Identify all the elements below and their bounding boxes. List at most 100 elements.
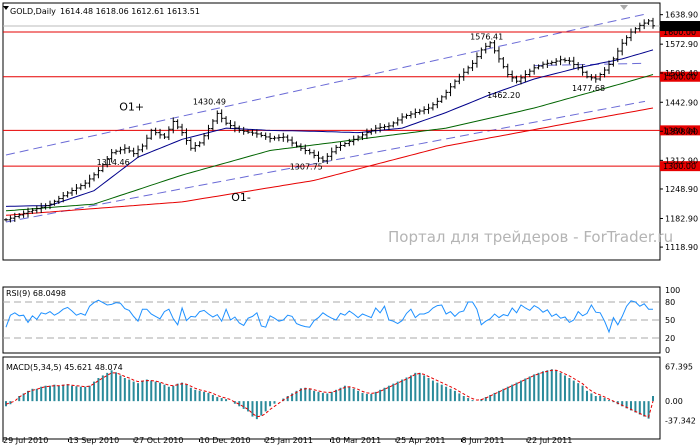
annotation-high: 1430.49 (193, 97, 226, 106)
price-bar (378, 123, 383, 133)
price-bar (290, 136, 295, 147)
macd-signal-line (5, 369, 654, 418)
price-bar (452, 79, 457, 89)
price-bar (637, 22, 642, 32)
price-bar (576, 62, 581, 71)
price-bar (430, 102, 435, 111)
price-bar (246, 129, 251, 134)
price-bar (488, 41, 493, 48)
price-bar (514, 75, 519, 84)
y-tick-label: 1182.90 (665, 214, 698, 223)
price-bar (228, 120, 233, 129)
price-bar (17, 213, 22, 219)
level-label: 1300.00 (663, 162, 696, 171)
price-bar (470, 60, 475, 72)
rsi-panel-frame (2, 286, 661, 354)
price-bar (532, 64, 537, 75)
price-bar (598, 72, 603, 81)
price-bar (237, 125, 242, 133)
price-bar (12, 212, 17, 222)
level-label: 1380.04 (663, 126, 696, 135)
price-bar (474, 52, 479, 68)
price-bar (158, 128, 163, 139)
price-bar (615, 47, 620, 63)
price-bar (620, 38, 625, 56)
price-bar (109, 148, 114, 163)
price-bar (131, 147, 136, 157)
price-bar (39, 202, 44, 213)
price-bar (558, 55, 563, 66)
price-bar (166, 126, 171, 141)
price-bar (589, 74, 594, 81)
price-bar (501, 56, 506, 69)
channel-line-upper (5, 13, 646, 156)
price-bar (369, 128, 374, 135)
price-bar (193, 142, 198, 152)
price-bar (65, 191, 70, 198)
price-bar (74, 184, 79, 195)
x-tick-label: 25 Apr 2011 (396, 436, 445, 445)
rsi-tick-label: 20 (665, 334, 675, 343)
annotation-low: 1314.46 (97, 158, 130, 167)
macd-tick-label: -37.342 (665, 416, 696, 425)
price-bar (584, 70, 589, 79)
price-bar (78, 183, 83, 191)
price-bar (312, 149, 317, 159)
price-bar (122, 144, 127, 154)
price-bar (316, 151, 321, 163)
moving-average-ma_slow (5, 107, 654, 216)
price-bar (180, 123, 185, 136)
current-price-box (660, 21, 700, 32)
price-bar (518, 74, 523, 85)
price-bar (413, 108, 418, 119)
price-bar (606, 60, 611, 75)
price-bar (360, 131, 365, 141)
price-bar (628, 28, 633, 42)
price-bar (87, 174, 92, 188)
price-bar (651, 17, 655, 29)
price-bar (118, 146, 123, 155)
price-bar (21, 210, 26, 218)
rsi-tick-label: 100 (665, 286, 680, 295)
ohlc-values: 1614.48 1618.06 1612.61 1613.51 (60, 7, 200, 16)
price-bar (281, 132, 286, 142)
price-bar (527, 68, 532, 77)
price-bar (426, 103, 431, 114)
price-bar (523, 70, 528, 83)
price-bar (70, 187, 75, 196)
price-bar (422, 106, 427, 115)
price-bar (241, 126, 246, 135)
price-bar (571, 56, 576, 69)
macd-tick-label: 67.395 (665, 362, 693, 371)
x-tick-label: 8 Jun 2011 (462, 436, 505, 445)
price-bar (338, 141, 343, 151)
price-bar (307, 148, 312, 155)
price-bar (61, 191, 66, 203)
annotation-o1-plus: O1+ (119, 100, 144, 113)
moving-average-ma_fast (5, 49, 654, 207)
rsi-tick-label: 50 (665, 316, 675, 325)
x-tick-label: 13 Sep 2010 (69, 436, 120, 445)
price-bar (303, 144, 308, 155)
current-price-label: 1613.51 (663, 22, 696, 31)
price-bar (202, 133, 207, 146)
x-tick-label: 10 Mar 2011 (331, 436, 382, 445)
annotation-high: 1576.41 (470, 33, 503, 42)
price-bar (329, 147, 334, 161)
level-label: 1500.00 (663, 73, 696, 82)
annotation-low: 1307.75 (290, 163, 323, 172)
price-bar (496, 47, 501, 63)
price-bar (215, 110, 220, 124)
price-bar (105, 156, 110, 168)
price-bar (492, 40, 497, 54)
price-bar (334, 144, 339, 155)
price-bar (8, 215, 13, 223)
price-bar (540, 61, 545, 69)
x-tick-label: 29 Jul 2010 (3, 436, 48, 445)
annotation-low: 1462.20 (487, 91, 520, 100)
price-bar (400, 113, 405, 124)
price-bar (457, 73, 462, 85)
price-bar (52, 199, 57, 206)
price-bar (56, 195, 61, 205)
